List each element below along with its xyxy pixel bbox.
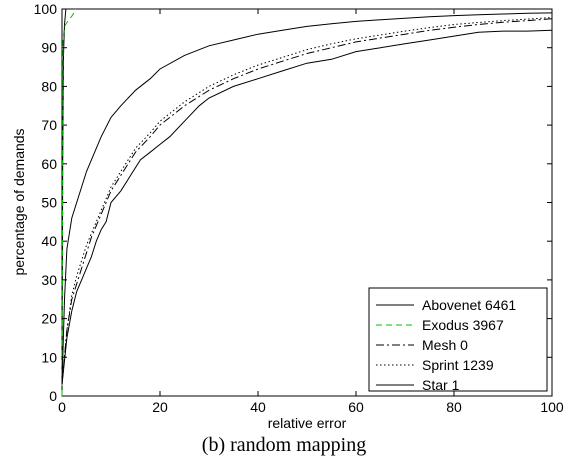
x-tick-label: 40 [250,399,266,415]
y-axis-label: percentage of demands [11,128,27,275]
figure-caption: (b) random mapping [201,434,367,456]
x-tick-label: 20 [152,399,168,415]
legend-label: Exodus 3967 [422,317,504,333]
x-tick-label: 0 [58,399,66,415]
series-line [61,17,553,385]
y-tick-label: 40 [41,233,57,249]
legend-label: Mesh 0 [422,337,468,353]
x-tick-label: 60 [348,399,364,415]
series-lines [61,8,553,397]
y-tick-label: 0 [49,388,57,404]
y-tick-label: 20 [41,311,57,327]
series-line [61,18,553,385]
series-line [61,29,553,385]
y-tick-label: 30 [41,272,57,288]
legend-label: Abovenet 6461 [422,297,516,313]
y-tick-label: 60 [41,156,57,172]
series-line [61,12,553,385]
x-axis-label: relative error [268,415,347,431]
axis-ticks: 0 20 40 60 80 100 0 10 20 30 40 50 60 70 80 90 100 [34,1,564,415]
series-line [61,8,77,397]
legend-label: Sprint 1239 [422,357,494,373]
y-tick-label: 80 [41,78,57,94]
y-tick-label: 100 [34,1,58,17]
x-tick-label: 80 [446,399,462,415]
y-tick-label: 10 [41,349,57,365]
y-tick-label: 70 [41,117,57,133]
y-tick-label: 50 [41,195,57,211]
y-tick-label: 90 [41,40,57,56]
legend: Abovenet 6461 Exodus 3967 Mesh 0 Sprint 123… [368,287,548,393]
legend-label: Star 1 [422,377,460,393]
x-tick-label: 100 [540,399,564,415]
